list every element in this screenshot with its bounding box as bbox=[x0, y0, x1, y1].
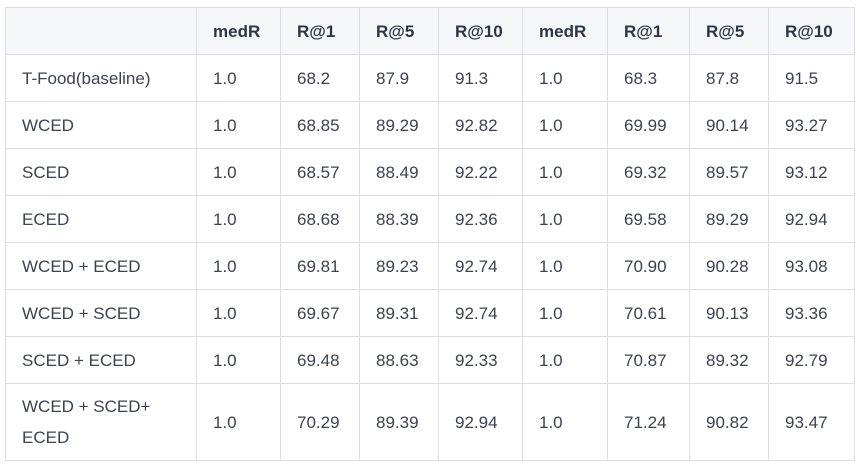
header-cell-medr-2: medR bbox=[522, 7, 608, 55]
value-cell: 90.28 bbox=[689, 242, 769, 290]
method-cell: WCED + ECED bbox=[5, 242, 197, 290]
value-cell: 68.57 bbox=[280, 148, 360, 196]
table-row: T-Food(baseline) 1.0 68.2 87.9 91.3 1.0 … bbox=[5, 54, 855, 102]
value-cell: 93.47 bbox=[768, 383, 855, 461]
value-cell: 92.74 bbox=[438, 289, 523, 337]
value-cell: 1.0 bbox=[196, 195, 281, 243]
value-cell: 70.61 bbox=[607, 289, 690, 337]
value-cell: 89.31 bbox=[359, 289, 439, 337]
value-cell: 91.5 bbox=[768, 54, 855, 102]
value-cell: 87.8 bbox=[689, 54, 769, 102]
header-cell-method bbox=[5, 7, 197, 55]
value-cell: 1.0 bbox=[196, 148, 281, 196]
value-cell: 69.99 bbox=[607, 101, 690, 149]
method-cell: T-Food(baseline) bbox=[5, 54, 197, 102]
value-cell: 69.67 bbox=[280, 289, 360, 337]
value-cell: 70.87 bbox=[607, 336, 690, 384]
value-cell: 1.0 bbox=[522, 54, 608, 102]
value-cell: 68.3 bbox=[607, 54, 690, 102]
header-cell-r10-1: R@10 bbox=[438, 7, 523, 55]
value-cell: 70.90 bbox=[607, 242, 690, 290]
table-body: T-Food(baseline) 1.0 68.2 87.9 91.3 1.0 … bbox=[5, 54, 855, 461]
table-header: medR R@1 R@5 R@10 medR R@1 R@5 R@10 bbox=[5, 7, 855, 55]
value-cell: 1.0 bbox=[196, 101, 281, 149]
value-cell: 1.0 bbox=[522, 383, 608, 461]
value-cell: 90.14 bbox=[689, 101, 769, 149]
value-cell: 68.85 bbox=[280, 101, 360, 149]
header-cell-r1-2: R@1 bbox=[607, 7, 690, 55]
value-cell: 92.79 bbox=[768, 336, 855, 384]
header-cell-r10-2: R@10 bbox=[768, 7, 855, 55]
value-cell: 1.0 bbox=[196, 54, 281, 102]
table-row: SCED + ECED 1.0 69.48 88.63 92.33 1.0 70… bbox=[5, 336, 855, 384]
value-cell: 1.0 bbox=[196, 336, 281, 384]
value-cell: 90.13 bbox=[689, 289, 769, 337]
value-cell: 88.39 bbox=[359, 195, 439, 243]
value-cell: 89.39 bbox=[359, 383, 439, 461]
value-cell: 88.49 bbox=[359, 148, 439, 196]
value-cell: 89.57 bbox=[689, 148, 769, 196]
value-cell: 92.33 bbox=[438, 336, 523, 384]
value-cell: 1.0 bbox=[196, 242, 281, 290]
table-row: WCED + SCED+ ECED 1.0 70.29 89.39 92.94 … bbox=[5, 383, 855, 461]
header-cell-r1-1: R@1 bbox=[280, 7, 360, 55]
value-cell: 91.3 bbox=[438, 54, 523, 102]
value-cell: 93.12 bbox=[768, 148, 855, 196]
method-cell: WCED bbox=[5, 101, 197, 149]
value-cell: 92.22 bbox=[438, 148, 523, 196]
header-cell-r5-1: R@5 bbox=[359, 7, 439, 55]
value-cell: 1.0 bbox=[196, 289, 281, 337]
value-cell: 1.0 bbox=[522, 101, 608, 149]
value-cell: 1.0 bbox=[196, 383, 281, 461]
table-row: ECED 1.0 68.68 88.39 92.36 1.0 69.58 89.… bbox=[5, 195, 855, 243]
value-cell: 69.32 bbox=[607, 148, 690, 196]
table-row: SCED 1.0 68.57 88.49 92.22 1.0 69.32 89.… bbox=[5, 148, 855, 196]
value-cell: 1.0 bbox=[522, 289, 608, 337]
value-cell: 92.94 bbox=[438, 383, 523, 461]
value-cell: 68.2 bbox=[280, 54, 360, 102]
value-cell: 69.48 bbox=[280, 336, 360, 384]
value-cell: 87.9 bbox=[359, 54, 439, 102]
method-cell: ECED bbox=[5, 195, 197, 243]
value-cell: 70.29 bbox=[280, 383, 360, 461]
value-cell: 1.0 bbox=[522, 242, 608, 290]
method-cell: SCED + ECED bbox=[5, 336, 197, 384]
value-cell: 93.27 bbox=[768, 101, 855, 149]
value-cell: 93.36 bbox=[768, 289, 855, 337]
header-cell-r5-2: R@5 bbox=[689, 7, 769, 55]
method-cell: WCED + SCED bbox=[5, 289, 197, 337]
value-cell: 1.0 bbox=[522, 195, 608, 243]
value-cell: 90.82 bbox=[689, 383, 769, 461]
value-cell: 93.08 bbox=[768, 242, 855, 290]
header-cell-medr-1: medR bbox=[196, 7, 281, 55]
value-cell: 88.63 bbox=[359, 336, 439, 384]
results-table: medR R@1 R@5 R@10 medR R@1 R@5 R@10 T-Fo… bbox=[5, 7, 855, 461]
value-cell: 69.58 bbox=[607, 195, 690, 243]
value-cell: 92.82 bbox=[438, 101, 523, 149]
value-cell: 89.29 bbox=[359, 101, 439, 149]
value-cell: 92.94 bbox=[768, 195, 855, 243]
value-cell: 71.24 bbox=[607, 383, 690, 461]
value-cell: 89.32 bbox=[689, 336, 769, 384]
value-cell: 92.36 bbox=[438, 195, 523, 243]
table-row: WCED + ECED 1.0 69.81 89.23 92.74 1.0 70… bbox=[5, 242, 855, 290]
method-cell: SCED bbox=[5, 148, 197, 196]
value-cell: 89.23 bbox=[359, 242, 439, 290]
value-cell: 69.81 bbox=[280, 242, 360, 290]
value-cell: 89.29 bbox=[689, 195, 769, 243]
header-row: medR R@1 R@5 R@10 medR R@1 R@5 R@10 bbox=[5, 7, 855, 55]
table-row: WCED 1.0 68.85 89.29 92.82 1.0 69.99 90.… bbox=[5, 101, 855, 149]
table-row: WCED + SCED 1.0 69.67 89.31 92.74 1.0 70… bbox=[5, 289, 855, 337]
method-cell: WCED + SCED+ ECED bbox=[5, 383, 197, 461]
value-cell: 68.68 bbox=[280, 195, 360, 243]
value-cell: 1.0 bbox=[522, 148, 608, 196]
value-cell: 1.0 bbox=[522, 336, 608, 384]
value-cell: 92.74 bbox=[438, 242, 523, 290]
